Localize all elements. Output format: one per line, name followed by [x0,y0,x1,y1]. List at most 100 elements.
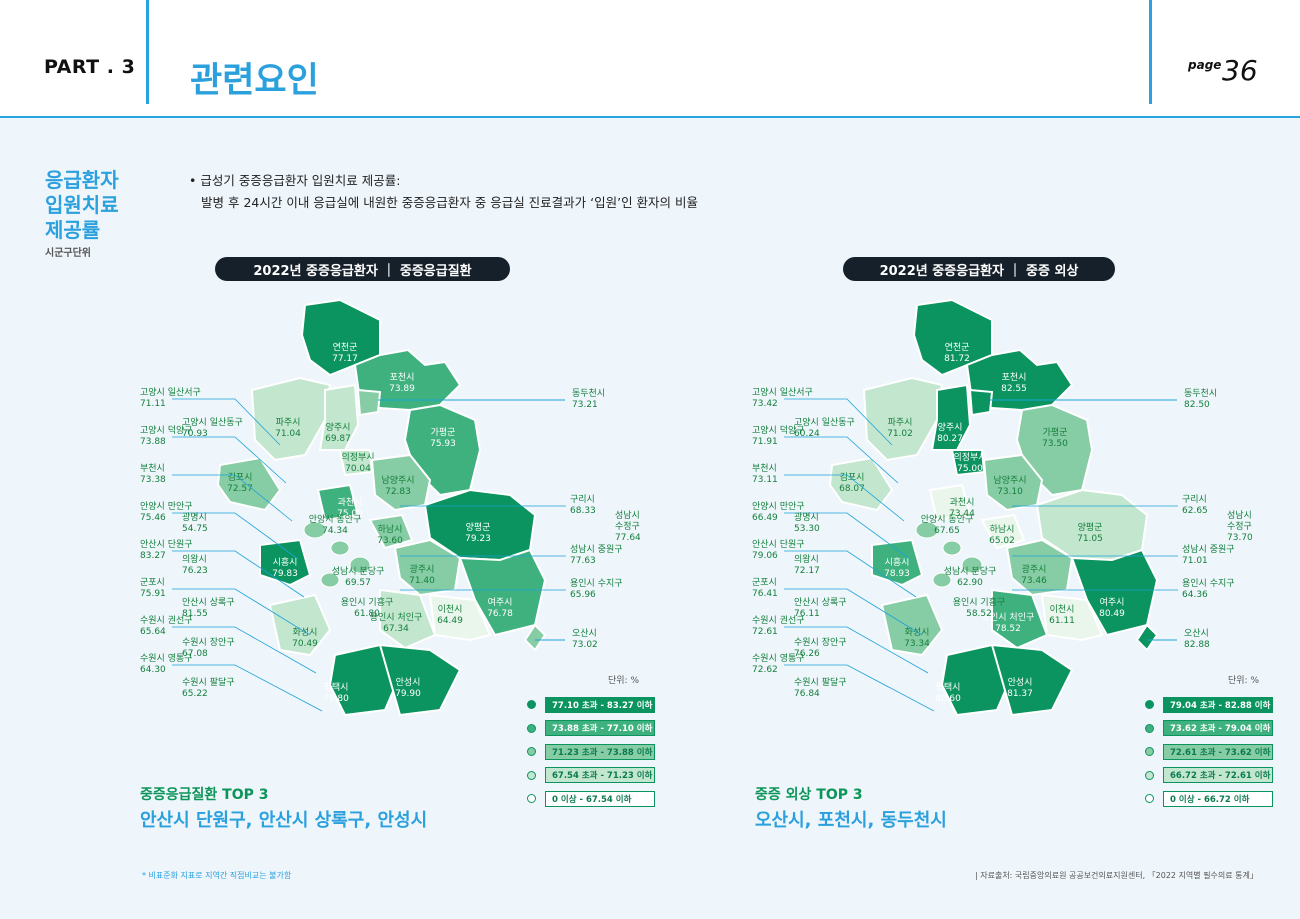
leader-line [784,436,899,484]
legend-dot [1145,794,1154,804]
legend-right: 79.04 초과 - 82.88 이하 73.62 초과 - 79.04 이하 72… [1145,693,1295,811]
top3-body-right: 오산시, 포천시, 동두천시 [755,810,947,831]
leader-line [172,550,305,598]
leader-line [172,626,317,674]
legend-label: 73.88 초과 - 77.10 이하 [545,720,655,737]
region-label: 김포시 72.57 [227,471,253,494]
side-title-line: 제공률 [45,218,101,242]
region-label: 양평군 79.23 [465,522,491,544]
legend-item: 79.04 초과 - 82.88 이하 [1145,693,1295,717]
inner-label: 안양시 동안구 67.65 [921,514,974,536]
footnote: * 비표준화 지표로 지역간 직접비교는 불가함 [142,871,292,880]
leader-label-mid: 수원시 팔달구 76.84 [794,676,847,699]
small-region [349,556,371,574]
small-region [961,556,983,574]
region-label: 하남시 65.02 [989,524,1015,546]
leader-label-far-right: 성남시 수정구 77.64 [615,510,640,543]
region-하남시 [368,513,414,550]
side-subtitle: 시군구단위 [45,248,91,259]
legend-label: 79.04 초과 - 82.88 이하 [1163,696,1273,713]
side-title-line: 응급환자 [45,168,119,192]
region-파주시 [250,376,332,462]
region-시흥시 [259,538,312,587]
small-region [915,521,939,539]
leader-label-left: 부천시 73.38 [140,463,166,485]
map-title-right: 2022년 중증응급환자 ｜ 중증 외상 [843,257,1115,281]
map-title-left: 2022년 중증응급환자 ｜ 중증응급질환 [215,257,510,281]
region-label: 용인시 처인구 78.52 [982,611,1035,634]
region-오산시 [1135,623,1159,652]
region-label: 평택시 78.80 [323,682,349,704]
region-label: 과천시 75.00 [337,497,363,519]
legend-item: 71.23 초과 - 73.88 이하 [527,740,677,764]
region-label: 안성시 79.90 [395,677,421,699]
region-label: 남양주시 72.83 [381,475,414,497]
leader-label-right: 성남시 중원구 71.01 [1182,544,1235,566]
part-label: PART . 3 [44,56,136,78]
region-김포시 [828,456,894,512]
region-label: 가평군 75.93 [430,427,456,449]
region-오산시 [523,623,547,652]
small-region [330,540,350,556]
leader-label-left: 안양시 만안구 66.49 [752,501,805,523]
legend-label: 0 이상 - 66.72 이하 [1163,790,1273,807]
leader-label-mid: 의왕시 72.17 [794,554,820,576]
region-김포시 [216,456,282,512]
leader-label-right: 용인시 수지구 64.36 [1182,578,1235,600]
region-label: 양평군 71.05 [1077,522,1103,544]
header-divider-right [1149,0,1152,104]
region-label: 안성시 81.37 [1007,677,1033,699]
leader-label-left: 안양시 만안구 75.46 [140,501,193,523]
region-label: 오산시 73.02 [572,628,598,650]
source-note: | 자료출처: 국립중앙의료원 공공보건의료지원센터, 「2022 지역별 필수… [975,871,1258,880]
page-header: PART . 3 관련요인 page 36 [0,0,1300,118]
legend-dot [527,723,536,733]
leader-line [172,512,299,560]
inner-label: 안양시 동안구 74.34 [309,514,362,536]
map-svg: 연천군 77.17 포천시 73.89 파주시 71.04 양주시 69.87 동두천시 73.2… [140,298,641,717]
side-title: 응급환자 입원치료 제공률 [45,168,119,243]
region-label: 김포시 68.07 [839,471,865,494]
region-동두천시 [968,388,994,417]
legend-item: 0 이상 - 66.72 이하 [1145,787,1295,811]
leader-line [784,474,905,522]
region-label: 의정부시 75.00 [953,452,986,474]
region-과천시 [316,483,360,522]
region-label: 광주시 73.46 [1021,563,1047,586]
leader-label-left: 수원시 영통구 64.30 [140,653,193,675]
leader-label-left: 부천시 73.11 [752,463,778,485]
legend-item: 77.10 초과 - 83.27 이하 [527,693,677,717]
leader-label-mid: 광명시 54.75 [182,511,208,534]
region-label: 용인시 처인구 67.34 [370,611,423,634]
region-하남시 [980,513,1026,550]
region-이천시 [428,593,492,642]
region-label: 연천군 81.72 [944,342,970,364]
region-화성시 [880,593,944,657]
inner-label: 성남시 분당구 62.90 [944,566,997,588]
leader-label-right: 용인시 수지구 65.96 [570,578,623,600]
leader-line [784,588,923,636]
top3-title-left: 중증응급질환 TOP 3 [140,787,269,803]
region-label: 광주시 71.40 [409,563,435,586]
legend-item: 0 이상 - 67.54 이하 [527,787,677,811]
choropleth-map-left: 연천군 77.17 포천시 73.89 파주시 71.04 양주시 69.87 동두천시 73.2… [140,290,641,754]
region-안성시 [990,643,1074,717]
leader-line [784,512,911,560]
leader-line [784,398,893,446]
region-label: 화성시 70.49 [292,627,318,649]
region-label: 파주시 71.04 [275,417,301,439]
leader-line [784,550,917,598]
leader-label-left: 안산시 단원구 83.27 [140,539,193,561]
legend-label: 73.62 초과 - 79.04 이하 [1163,720,1273,737]
region-label: 양주시 69.87 [325,422,351,444]
inner-label: 용인시 기흥구 61.80 [341,596,394,619]
leader-label-right: 성남시 중원구 77.63 [570,544,623,566]
region-과천시 [928,483,972,522]
legend-dot [1145,723,1154,733]
unit-label-left: 단위: % [608,676,640,686]
leader-label-mid: 고양시 일산동구 60.24 [794,417,855,439]
leader-label-left: 안산시 단원구 79.06 [752,539,805,561]
region-용인시 처인구 [991,588,1049,650]
leader-label-left: 고양시 덕양구 73.88 [140,425,193,447]
region-화성시 [268,593,332,657]
